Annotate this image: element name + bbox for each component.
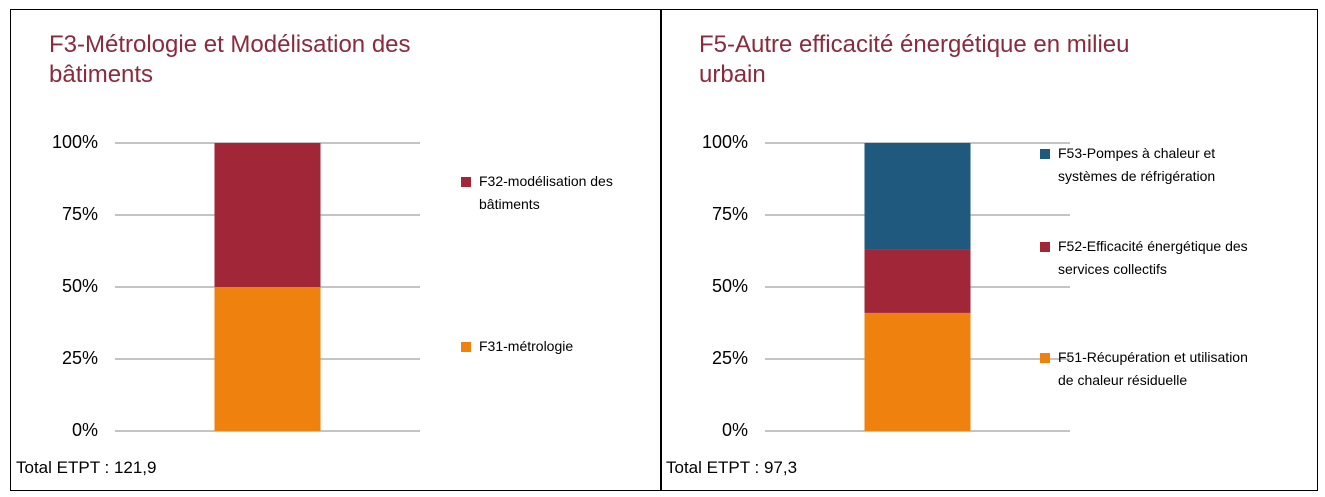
legend-swatch: [1040, 353, 1050, 363]
legend-label: F32-modélisation des bâtiments: [479, 173, 613, 212]
footer: Total ETPT : 121,9: [16, 458, 157, 477]
legend-swatch: [461, 177, 471, 187]
footer: Total ETPT : 97,3: [666, 458, 798, 477]
legend-label: F52-Efficacité énergétique des services …: [1058, 238, 1248, 277]
chart-panel: 0% 25% 50% 75% 100% F3-Métrologie et Modélis…: [10, 9, 662, 491]
legend-label: F51-Récupération et utilisation de chale…: [1058, 349, 1248, 388]
legend-entry: F52-Efficacité énergétique des services …: [1040, 235, 1248, 281]
y-tick-label: 0%: [72, 420, 98, 440]
bar-segment: [864, 143, 971, 250]
legend-entry: F53-Pompes à chaleur et systèmes de réfr…: [1040, 142, 1248, 188]
bar-segment: [214, 143, 321, 287]
legend-label: F31-métrologie: [479, 338, 574, 354]
legend-label: F53-Pompes à chaleur et systèmes de réfr…: [1058, 145, 1216, 184]
chart: 0% 25% 50% 75% 100%: [702, 132, 1070, 440]
legend-entry: F51-Récupération et utilisation de chale…: [1040, 346, 1248, 392]
chart-panel: 0% 25% 50% 75% 100% F5-Autre efficacité éner…: [660, 9, 1318, 491]
chart-title: F3-Métrologie et Modélisation des bâtime…: [49, 31, 411, 88]
legend-swatch: [1040, 242, 1050, 252]
y-tick-label: 50%: [712, 276, 748, 296]
y-tick-label: 50%: [62, 276, 98, 296]
bar-segment: [864, 249, 971, 313]
bar-segment: [864, 312, 971, 431]
legend-entry: F32-modélisation des bâtiments: [461, 170, 669, 216]
y-tick-label: 100%: [52, 132, 98, 152]
y-tick-label: 75%: [62, 204, 98, 224]
y-tick-label: 25%: [712, 348, 748, 368]
y-tick-label: 0%: [722, 420, 748, 440]
chart: 0% 25% 50% 75% 100%: [52, 132, 420, 440]
legend-swatch: [1040, 149, 1050, 159]
y-tick-label: 25%: [62, 348, 98, 368]
y-tick-label: 75%: [712, 204, 748, 224]
legend-entry: F31-métrologie: [461, 335, 669, 358]
chart-title: F5-Autre efficacité énergétique en milie…: [699, 31, 1130, 88]
bar-segment: [214, 287, 321, 431]
y-tick-label: 100%: [702, 132, 748, 152]
legend-swatch: [461, 342, 471, 352]
